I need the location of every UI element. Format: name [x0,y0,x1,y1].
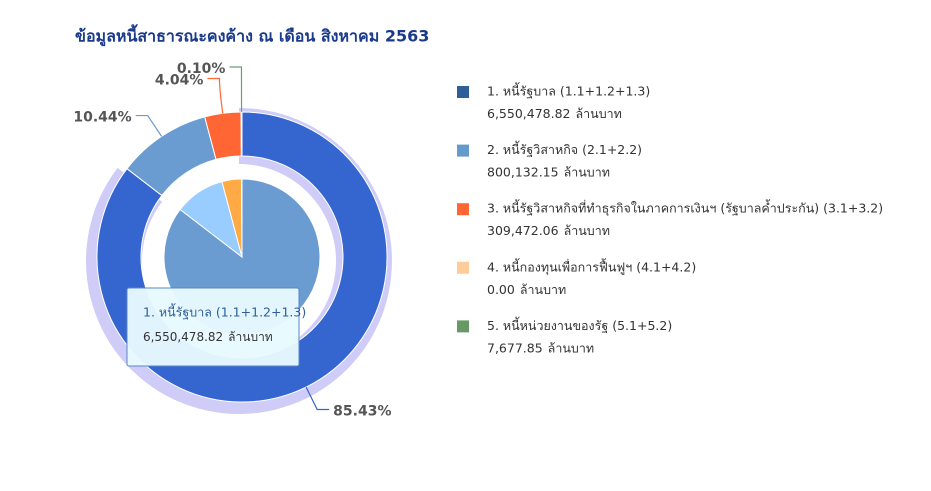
legend-label: 4. หนี้กองทุนเพื่อการฟื้นฟูฯ (4.1+4.2) [487,257,696,275]
legend-swatch [457,86,469,98]
legend-swatch [457,144,469,157]
percent-label: 0.10% [177,61,226,77]
tooltip-unit: ล้านบาท [228,330,273,344]
legend-amount: 800,132.15 [487,164,559,179]
legend-label: 2. หนี้รัฐวิสาหกิจ (2.1+2.2) [487,140,642,157]
legend-value: 7,677.85 ล้านบาท [487,340,594,355]
leader-line [207,77,224,114]
legend-value: 800,132.15 ล้านบาท [487,164,610,179]
leader-line [229,66,243,113]
tooltip-value: 6,550,478.82 ล้านบาท [143,330,273,344]
legend-unit: ล้านบาท [564,223,610,238]
legend-unit: ล้านบาท [564,164,610,179]
percent-label: 85.43% [333,403,391,419]
tooltip [126,287,300,367]
tooltip-amount: 6,550,478.82 [143,330,223,344]
legend-amount: 7,677.85 [487,340,543,355]
legend-unit: ล้านบาท [520,281,566,296]
legend-amount: 6,550,478.82 [487,106,571,121]
legend-label: 1. หนี้รัฐบาล (1.1+1.2+1.3) [487,82,650,99]
legend-value: 0.00 ล้านบาท [487,281,566,296]
leader-line [305,386,330,411]
percent-label: 4.04% [155,73,204,89]
donut-slice [240,111,243,157]
legend-amount: 309,472.06 [487,223,559,238]
legend-unit: ล้านบาท [576,106,622,121]
legend-swatch [457,261,469,274]
percent-label: 10.44% [73,110,131,126]
legend-swatch [457,203,469,216]
tooltip-title: 1. หนี้รัฐบาล (1.1+1.2+1.3) [143,303,306,320]
legend-value: 309,472.06 ล้านบาท [487,223,610,238]
chart-title: ข้อมูลหนี้สาธารณะคงค้าง ณ เดือน สิงหาคม … [75,24,429,48]
leader-line [135,114,163,137]
legend-amount: 0.00 [487,281,515,296]
legend-unit: ล้านบาท [548,340,594,355]
legend-value: 6,550,478.82 ล้านบาท [487,106,622,121]
legend-label: 3. หนี้รัฐวิสาหกิจที่ทำธุรกิจในภาคการเงิ… [487,199,883,217]
legend-swatch [457,320,469,333]
legend-label: 5. หนี้หน่วยงานของรัฐ (5.1+5.2) [487,316,672,333]
